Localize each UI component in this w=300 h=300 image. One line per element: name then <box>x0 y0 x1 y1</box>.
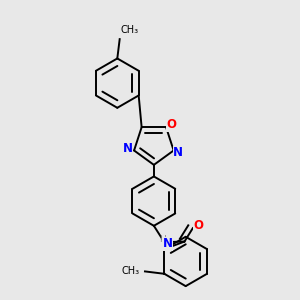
Text: N: N <box>122 142 133 155</box>
Text: N: N <box>163 237 173 250</box>
Text: N: N <box>173 146 183 159</box>
Text: H: H <box>159 235 166 244</box>
Text: CH₃: CH₃ <box>120 25 138 35</box>
Text: O: O <box>193 219 203 232</box>
Text: O: O <box>167 118 176 131</box>
Text: CH₃: CH₃ <box>122 266 140 276</box>
